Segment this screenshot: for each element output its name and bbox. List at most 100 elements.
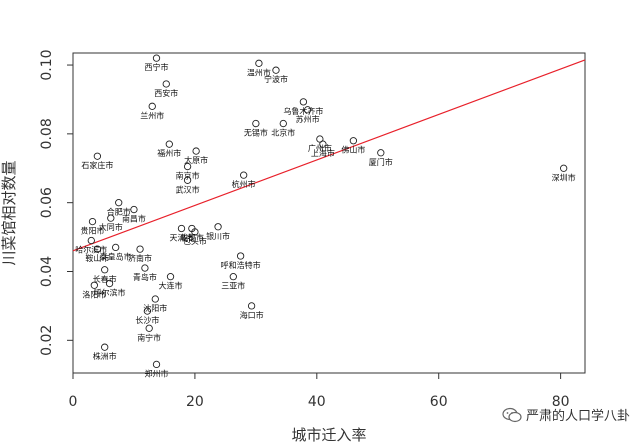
point-label: 深圳市	[552, 172, 576, 182]
point-label: 大连市	[159, 281, 183, 291]
point-label: 苏州市	[296, 114, 320, 124]
data-point	[252, 119, 260, 128]
point-label: 厦门市	[369, 157, 393, 167]
point-label: 郑州市	[145, 368, 169, 378]
data-point	[166, 273, 175, 281]
watermark: 严肃的人口学八卦	[502, 405, 630, 424]
data-point	[177, 224, 186, 233]
point-label: 贵阳市	[81, 226, 105, 236]
data-point	[148, 102, 156, 110]
data-point	[101, 343, 109, 351]
data-point	[141, 264, 149, 272]
data-point	[93, 245, 102, 253]
watermark-text: 严肃的人口学八卦	[525, 409, 630, 424]
x-tick-label: 0	[69, 394, 78, 410]
data-point	[255, 59, 263, 67]
point-label: 包头市	[183, 236, 207, 246]
point-label: 哈尔滨市	[75, 245, 107, 255]
y-tick-label: 0.10	[39, 49, 55, 80]
point-label: 杭州市	[232, 179, 256, 189]
data-point	[319, 140, 327, 148]
point-label: 南昌市	[122, 214, 146, 224]
data-point	[105, 279, 114, 288]
point-label: 南京市	[176, 171, 200, 181]
data-point	[349, 137, 358, 145]
data-point	[101, 266, 109, 274]
point-label: 秦皇岛市	[100, 251, 132, 261]
data-point	[151, 295, 159, 303]
data-point	[183, 162, 192, 171]
point-label: 上海市	[311, 148, 335, 158]
plot-frame	[72, 52, 586, 374]
point-label: 石家庄市	[81, 160, 113, 170]
point-label: 兰州市	[140, 110, 164, 120]
point-label: 长春市	[93, 274, 117, 284]
point-label: 济南市	[128, 253, 152, 263]
point-label: 洛阳市	[82, 289, 106, 299]
point-label: 无锡市	[244, 128, 268, 138]
data-point	[299, 98, 308, 106]
point-label: 呼尔滨市	[94, 288, 126, 298]
data-point	[112, 243, 120, 252]
data-point	[272, 66, 280, 74]
data-point	[115, 199, 123, 207]
point-label: 银川市	[206, 231, 230, 241]
point-label: 武汉市	[176, 184, 200, 194]
point-label: 西宁市	[145, 62, 169, 72]
data-point	[90, 281, 98, 289]
point-label: 南宁市	[137, 332, 161, 342]
data-point	[236, 252, 245, 260]
data-point	[377, 149, 385, 157]
data-point	[191, 228, 199, 236]
x-tick-label: 60	[430, 394, 448, 410]
y-tick-label: 0.08	[39, 118, 55, 149]
data-point	[192, 147, 200, 155]
data-point	[162, 80, 170, 88]
point-label: 温州市	[247, 67, 271, 77]
data-point	[165, 140, 173, 148]
data-point	[145, 324, 153, 332]
data-point	[136, 245, 144, 253]
point-label: 太原市	[184, 155, 208, 165]
point-label: 佛山市	[341, 145, 365, 155]
data-point	[560, 164, 568, 172]
point-label: 沈阳市	[143, 303, 167, 313]
data-point	[107, 214, 115, 222]
data-point	[143, 307, 152, 315]
data-point	[183, 176, 192, 184]
wechat-icon	[502, 407, 522, 422]
point-label: 广州市	[308, 143, 332, 153]
x-tick-label: 40	[308, 394, 326, 410]
data-point	[87, 236, 95, 245]
point-label: 乌鲁木齐市	[283, 106, 323, 116]
point-label: 大同市	[99, 222, 123, 232]
data-point	[214, 223, 222, 231]
point-label: 天津市	[169, 232, 193, 242]
point-label: 长沙市	[135, 315, 159, 325]
data-point	[93, 152, 102, 160]
regression-line	[72, 59, 586, 252]
y-tick-label: 0.02	[39, 325, 55, 356]
y-tick-label: 0.04	[39, 256, 55, 287]
point-label: 鞍山市	[85, 253, 109, 263]
point-label: 三亚市	[221, 281, 245, 291]
data-point	[304, 106, 312, 114]
data-points	[87, 54, 568, 369]
point-label: 北京市	[271, 128, 295, 138]
data-point	[240, 171, 248, 179]
point-label: 株洲市	[93, 351, 117, 361]
x-tick-label: 80	[552, 394, 570, 410]
data-point	[247, 302, 256, 310]
point-label: 宁波市	[264, 74, 288, 84]
data-point	[229, 273, 237, 281]
point-label: 福州市	[157, 148, 181, 158]
point-label: 青岛市	[133, 272, 157, 282]
x-tick-label: 20	[186, 394, 204, 410]
y-tick-label: 0.06	[39, 187, 55, 218]
point-label: 成都市	[180, 232, 204, 242]
point-label: 合肥市	[107, 207, 131, 217]
point-label: 海口市	[240, 310, 264, 320]
data-point	[152, 54, 161, 62]
